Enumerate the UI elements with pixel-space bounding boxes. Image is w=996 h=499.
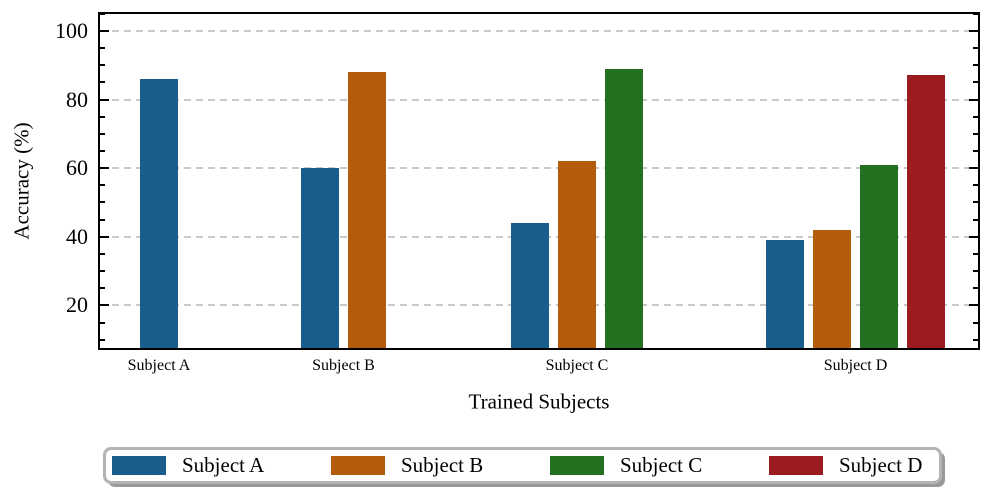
x-tick-label-subject-d: Subject D <box>823 357 888 374</box>
legend-item-subject-d: Subject D <box>769 455 922 476</box>
minor-tick-right-75 <box>973 115 978 118</box>
y-tick-label-60: 60 <box>66 155 88 181</box>
legend-swatch-subject-d <box>769 456 823 475</box>
minor-tick-right-10 <box>973 338 978 341</box>
y-tick-label-80: 80 <box>66 86 88 112</box>
x-tick-label-subject-a: Subject A <box>127 357 191 374</box>
legend-item-subject-b: Subject B <box>331 455 550 476</box>
bar-subject-b-subject-b <box>348 72 386 348</box>
minor-tick-left-25 <box>100 287 105 290</box>
minor-tick-right-95 <box>973 47 978 50</box>
legend-label-subject-b: Subject B <box>401 453 484 477</box>
minor-tick-right-30 <box>973 270 978 273</box>
minor-tick-left-90 <box>100 64 105 67</box>
minor-tick-right-85 <box>973 81 978 84</box>
legend-label-subject-c: Subject C <box>620 453 703 477</box>
bar-subject-d-subject-a <box>766 240 804 348</box>
bar-subject-d-subject-d <box>907 75 945 348</box>
major-tick-right-20 <box>969 304 978 307</box>
x-tick-label-subject-b: Subject B <box>312 357 375 374</box>
gridline-100 <box>100 29 978 32</box>
minor-tick-left-50 <box>100 201 105 204</box>
y-tick-label-100: 100 <box>55 17 88 43</box>
legend: Subject A Subject B Subject C Subject D <box>103 447 942 484</box>
major-tick-right-80 <box>969 98 978 101</box>
minor-tick-right-50 <box>973 201 978 204</box>
legend-swatch-subject-b <box>331 456 385 475</box>
minor-tick-left-70 <box>100 132 105 135</box>
legend-label-subject-a: Subject A <box>182 453 265 477</box>
minor-tick-left-45 <box>100 218 105 221</box>
plot-area <box>98 12 980 350</box>
minor-tick-right-35 <box>973 252 978 255</box>
minor-tick-left-65 <box>100 149 105 152</box>
minor-tick-right-90 <box>973 64 978 67</box>
minor-tick-left-35 <box>100 252 105 255</box>
minor-tick-left-55 <box>100 184 105 187</box>
minor-tick-right-45 <box>973 218 978 221</box>
minor-tick-left-85 <box>100 81 105 84</box>
bar-subject-c-subject-c <box>605 68 643 348</box>
legend-label-subject-d: Subject D <box>839 453 923 477</box>
gridline-80 <box>100 98 978 101</box>
minor-tick-left-95 <box>100 47 105 50</box>
minor-tick-right-15 <box>973 321 978 324</box>
x-tick-label-subject-c: Subject C <box>545 357 609 374</box>
y-axis-label: Accuracy (%) <box>9 122 34 240</box>
minor-tick-left-10 <box>100 338 105 341</box>
bar-subject-b-subject-a <box>301 168 339 348</box>
minor-tick-left-15 <box>100 321 105 324</box>
minor-tick-right-105 <box>973 12 978 15</box>
minor-tick-left-105 <box>100 12 105 15</box>
minor-tick-left-30 <box>100 270 105 273</box>
bar-subject-d-subject-c <box>860 164 898 348</box>
bar-subject-c-subject-a <box>511 223 549 348</box>
minor-tick-right-55 <box>973 184 978 187</box>
major-tick-left-40 <box>100 235 109 238</box>
minor-tick-left-75 <box>100 115 105 118</box>
y-tick-label-40: 40 <box>66 223 88 249</box>
minor-tick-right-65 <box>973 149 978 152</box>
legend-item-subject-c: Subject C <box>550 455 769 476</box>
major-tick-left-20 <box>100 304 109 307</box>
legend-item-subject-a: Subject A <box>112 455 331 476</box>
major-tick-left-100 <box>100 29 109 32</box>
major-tick-right-100 <box>969 29 978 32</box>
bar-subject-a-subject-a <box>140 78 178 348</box>
minor-tick-right-70 <box>973 132 978 135</box>
major-tick-right-60 <box>969 167 978 170</box>
bar-subject-d-subject-b <box>813 229 851 348</box>
x-axis-label: Trained Subjects <box>468 389 610 414</box>
legend-swatch-subject-a <box>112 456 166 475</box>
y-tick-label-20: 20 <box>66 292 88 318</box>
major-tick-right-40 <box>969 235 978 238</box>
major-tick-left-80 <box>100 98 109 101</box>
gridline-60 <box>100 167 978 170</box>
minor-tick-right-25 <box>973 287 978 290</box>
legend-swatch-subject-c <box>550 456 604 475</box>
major-tick-left-60 <box>100 167 109 170</box>
bar-subject-c-subject-b <box>558 161 596 348</box>
